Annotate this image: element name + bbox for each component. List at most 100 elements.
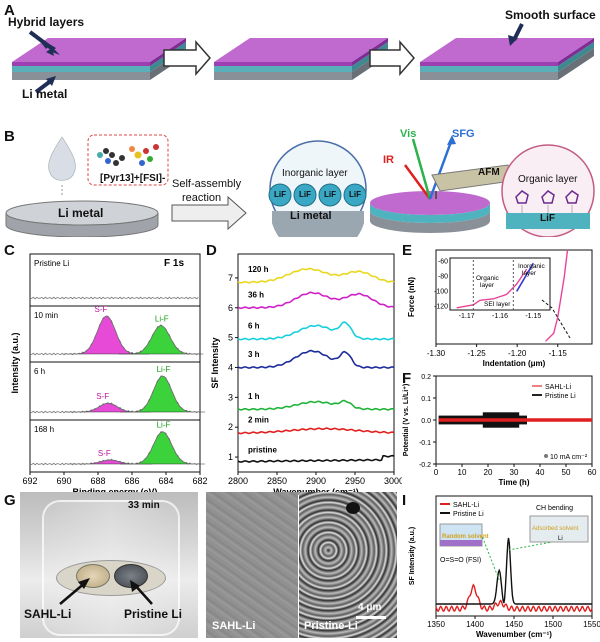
hybrid-layers-label: Hybrid layers [8, 15, 85, 29]
c-peak-label: Li-F [157, 421, 171, 430]
lif-1: LiF [274, 190, 286, 199]
e-x-tick-label: -1.20 [508, 349, 527, 358]
li-metal-zoom-label: Li metal [290, 210, 332, 222]
panel-a-letter: A [4, 2, 15, 19]
molecule-label: [Pyr13]+[FSI]- [100, 173, 166, 184]
d-y-tick-label: 6 [228, 303, 233, 313]
d-series-line [237, 291, 395, 310]
e-inset-label: layer [480, 282, 495, 289]
c-y-label: Intensity (a.u.) [10, 332, 20, 393]
f-x-tick-label: 40 [536, 468, 545, 477]
h-sahl-label: SAHL-Li [212, 620, 256, 632]
c-peak-li-f [120, 375, 206, 413]
i-oso-label: O=S=O (FSI) [440, 557, 481, 564]
i-x-label: Wavenumber (cm⁻¹) [476, 630, 552, 639]
i-random-li [440, 540, 482, 546]
h-pristine-label: Pristine-Li [304, 620, 358, 632]
d-y-tick-label: 3 [228, 392, 233, 402]
c-peak-label: S-F [95, 305, 108, 314]
lif-organic-label: LiF [540, 213, 555, 224]
d-series-line [237, 267, 395, 284]
scale-label: 4 μm [358, 602, 382, 613]
e-x-label: Indentation (μm) [483, 359, 546, 368]
i-random-label: Random solvent [442, 534, 489, 540]
g-arrows [59, 578, 153, 605]
li-metal-disc-label: Li metal [58, 206, 104, 220]
d-series-label: 1 h [248, 392, 260, 401]
i-link-random [481, 535, 500, 581]
f-sahl-band [438, 418, 592, 422]
e-x-tick-label: -1.30 [427, 349, 446, 358]
d-x-tick-label: 2950 [345, 476, 365, 486]
f-y-label: Potential (V vs. Li/Li⁺) [403, 384, 410, 457]
ir-label: IR [383, 154, 394, 166]
self-assembly-text: Self-assembly [172, 178, 242, 190]
c-subpanel-label: 10 min [34, 311, 58, 320]
i-li-label: Li [558, 536, 563, 542]
e-inset-label: layer [522, 270, 537, 277]
scale-bar [356, 616, 386, 619]
afm-label: AFM [478, 167, 500, 178]
d-series-label: 2 min [248, 416, 269, 425]
droplet [48, 136, 76, 181]
c-spectrum-line [29, 296, 199, 300]
lif-3: LiF [324, 190, 336, 199]
f-x-tick-label: 10 [458, 468, 467, 477]
e-x-tick-label: -1.25 [467, 349, 486, 358]
smooth-surface-label: Smooth surface [505, 8, 596, 22]
d-y-tick-label: 1 [228, 452, 233, 462]
chart-c-xps: Pristine Li S-F Li-F 10 min S-F Li-F 6 h S-F Li-… [10, 253, 208, 497]
d-series-line [237, 427, 395, 435]
panel-d-letter: D [206, 242, 217, 259]
d-series-line [237, 399, 395, 411]
e-inset-x-tick-label: -1.17 [459, 313, 475, 320]
i-sahl-line [435, 583, 593, 613]
e-inset-label: Organic [476, 275, 500, 282]
organic-layer-label: Organic layer [518, 174, 578, 185]
f-y-tick-label: 0.0 [421, 418, 431, 425]
f-x-label: Time (h) [499, 478, 530, 487]
f-y-tick-label: -0.2 [419, 462, 431, 469]
arrow-a2 [369, 40, 415, 76]
g-pristine-label: Pristine Li [124, 607, 183, 621]
f-annotation-dot [544, 454, 548, 458]
molecule-balls [97, 144, 159, 166]
e-y-label: Force (nN) [407, 277, 416, 317]
i-x-tick-label: 1350 [427, 620, 445, 629]
c-x-tick-label: 682 [192, 476, 207, 486]
sem-pit [346, 502, 360, 514]
c-spectrum-line [29, 375, 199, 414]
f-x-tick-label: 30 [510, 468, 519, 477]
c-x-tick-label: 692 [22, 476, 37, 486]
f-y-tick-label: 0.2 [421, 374, 431, 381]
d-y-label: SF Intensity [210, 337, 220, 388]
e-inset-label: Inorganic [518, 263, 545, 270]
self-assembly-arrow [171, 195, 247, 231]
f-y-tick-label: -0.1 [419, 440, 431, 447]
d-x-tick-label: 3000 [384, 476, 402, 486]
c-peak-li-f [120, 431, 206, 465]
panel-a-diagram [12, 23, 594, 94]
panel-b-diagram [5, 134, 595, 237]
li-metal-label-a: Li metal [22, 87, 68, 101]
c-subpanel-label: 168 h [34, 425, 54, 434]
c-peak-label: S-F [96, 392, 109, 401]
i-x-tick-label: 1400 [466, 620, 484, 629]
c-subpanel-label: Pristine Li [34, 259, 69, 268]
e-inset-y-tick-label: -120 [434, 303, 448, 310]
reaction-text: reaction [182, 192, 222, 204]
i-legend-label: SAHL-Li [453, 502, 480, 509]
c-x-tick-label: 684 [158, 476, 173, 486]
d-series-label: pristine [248, 446, 277, 455]
e-x-tick-label: -1.15 [549, 349, 568, 358]
i-x-tick-label: 1550 [583, 620, 600, 629]
d-frame [237, 253, 395, 473]
pointer-arrows [28, 23, 524, 94]
d-series-line [237, 454, 395, 463]
f-x-tick-label: 50 [562, 468, 571, 477]
panel-g-letter: G [4, 492, 16, 509]
f-annotation: 10 mA cm⁻² [550, 454, 588, 461]
e-inset-x-tick-label: -1.15 [525, 313, 541, 320]
arrow-a1 [163, 40, 211, 76]
